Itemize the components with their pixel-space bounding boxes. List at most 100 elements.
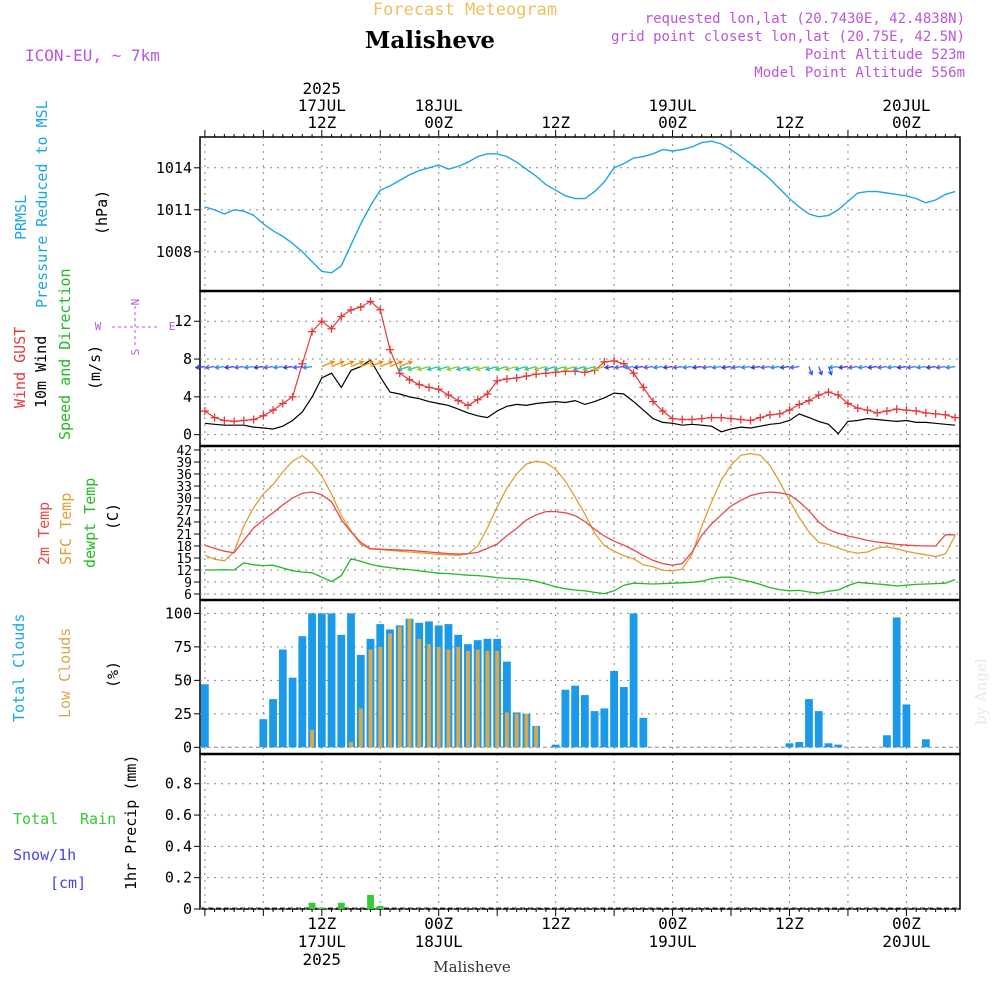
arrow-shaft — [663, 366, 673, 369]
temperature-ytick-label: 27 — [176, 504, 192, 519]
gust-marker — [405, 375, 414, 384]
wind-ytick-label: 8 — [183, 350, 192, 368]
rain-bar — [337, 902, 345, 909]
compass-east: E — [169, 320, 176, 333]
wind-direction-arrow — [204, 364, 215, 370]
gust-marker — [230, 417, 239, 426]
wind-direction-arrow — [485, 366, 498, 372]
gust-marker — [795, 400, 804, 409]
gust-marker — [902, 406, 911, 415]
wind-direction-arrow — [740, 364, 751, 370]
total-cloud-bar — [308, 613, 316, 748]
wind-gust-line — [204, 300, 956, 423]
gust-marker — [376, 305, 385, 314]
arrow-shaft — [605, 366, 615, 369]
wind-ytick-label: 4 — [183, 388, 192, 406]
time-label-top: 19JUL — [648, 96, 696, 115]
arrow-shaft — [614, 366, 624, 369]
total-cloud-bar — [571, 685, 580, 748]
wind-10m-line — [204, 359, 956, 435]
arrow-head — [759, 364, 765, 370]
wind-direction-arrow — [633, 364, 644, 370]
arrow-shaft — [790, 366, 800, 369]
wind-direction-arrow — [681, 364, 693, 370]
gust-marker — [727, 414, 736, 423]
time-label-bottom: 12Z — [775, 914, 804, 933]
arrow-shaft — [829, 366, 839, 369]
wind-direction-arrow — [524, 366, 537, 372]
total-cloud-bar — [600, 708, 609, 748]
arrow-head — [214, 364, 220, 370]
arrow-shaft — [437, 366, 449, 371]
gust-marker — [951, 413, 960, 422]
gust-marker — [853, 404, 862, 413]
wind-direction-arrow — [935, 364, 946, 370]
arrow-head — [582, 366, 588, 372]
gust-marker — [454, 396, 463, 405]
wind-direction-arrow — [301, 364, 313, 370]
arrow-head — [272, 364, 278, 370]
arrow-shaft — [399, 361, 412, 368]
temp-2m-line — [204, 491, 956, 566]
arrow-head — [446, 366, 452, 372]
arrow-shaft — [456, 366, 469, 371]
arrow-shaft — [877, 366, 887, 369]
arrow-head — [358, 360, 365, 366]
temperature-ytick-label: 15 — [176, 552, 192, 567]
wind-direction-arrow — [494, 366, 508, 372]
arrow-head — [572, 366, 578, 372]
arrow-head — [867, 364, 873, 370]
gust-marker — [834, 390, 843, 399]
low-cloud-bar — [466, 650, 470, 748]
wind-direction-arrow — [592, 366, 605, 372]
arrow-head — [262, 364, 268, 370]
wind-10m-label: 10m Wind — [32, 336, 50, 408]
watermark: by Angel — [972, 658, 990, 725]
total-cloud-bar — [200, 684, 209, 748]
temp-dew-line — [204, 558, 956, 595]
gust-marker — [259, 411, 268, 420]
rain-label: Rain — [80, 810, 116, 828]
temperature-ytick-label: 39 — [176, 456, 192, 471]
arrow-shaft — [692, 366, 702, 369]
arrow-head — [750, 364, 756, 370]
arrow-head — [681, 364, 687, 370]
time-label-bottom: 17JUL — [298, 932, 346, 951]
arrow-head — [847, 364, 853, 370]
wind-direction-arrow — [416, 366, 430, 372]
gust-marker — [356, 303, 365, 312]
gust-marker — [717, 413, 726, 422]
arrow-shaft — [505, 366, 517, 371]
temperature-ytick-label: 36 — [176, 468, 192, 483]
total-cloud-bar — [629, 613, 638, 748]
gust-marker — [308, 327, 317, 336]
arrow-head — [397, 366, 403, 372]
total-cloud-bar — [824, 743, 833, 748]
product-title: Forecast Meteogram — [373, 0, 557, 20]
total-cloud-bar — [795, 741, 804, 748]
low-cloud-bar — [495, 650, 500, 748]
clouds-ytick-label: 0 — [183, 738, 192, 756]
arrow-head — [524, 366, 530, 372]
gust-marker — [239, 416, 248, 425]
temperature-ytick-label: 24 — [176, 516, 192, 531]
wind-direction-arrow — [389, 360, 404, 368]
wind-direction-arrow — [828, 364, 839, 370]
time-label-top: 12Z — [307, 113, 336, 132]
wind-direction-arrow — [426, 366, 439, 372]
gust-marker — [434, 385, 443, 394]
arrow-head — [613, 364, 619, 370]
time-label-bottom: 00Z — [892, 914, 921, 933]
wind-direction-arrow — [360, 360, 374, 368]
wind-direction-arrow — [465, 366, 478, 372]
precip-ytick-label: 0.8 — [165, 775, 192, 793]
gust-marker — [415, 380, 424, 389]
wind-direction-arrow — [475, 366, 488, 372]
wind-direction-arrow — [944, 364, 956, 370]
low-cloud-bar — [358, 708, 363, 748]
time-label-bottom: 00Z — [658, 914, 687, 933]
arrow-head — [935, 364, 941, 370]
total-cloud-bar — [902, 704, 911, 748]
arrow-head — [701, 364, 707, 370]
